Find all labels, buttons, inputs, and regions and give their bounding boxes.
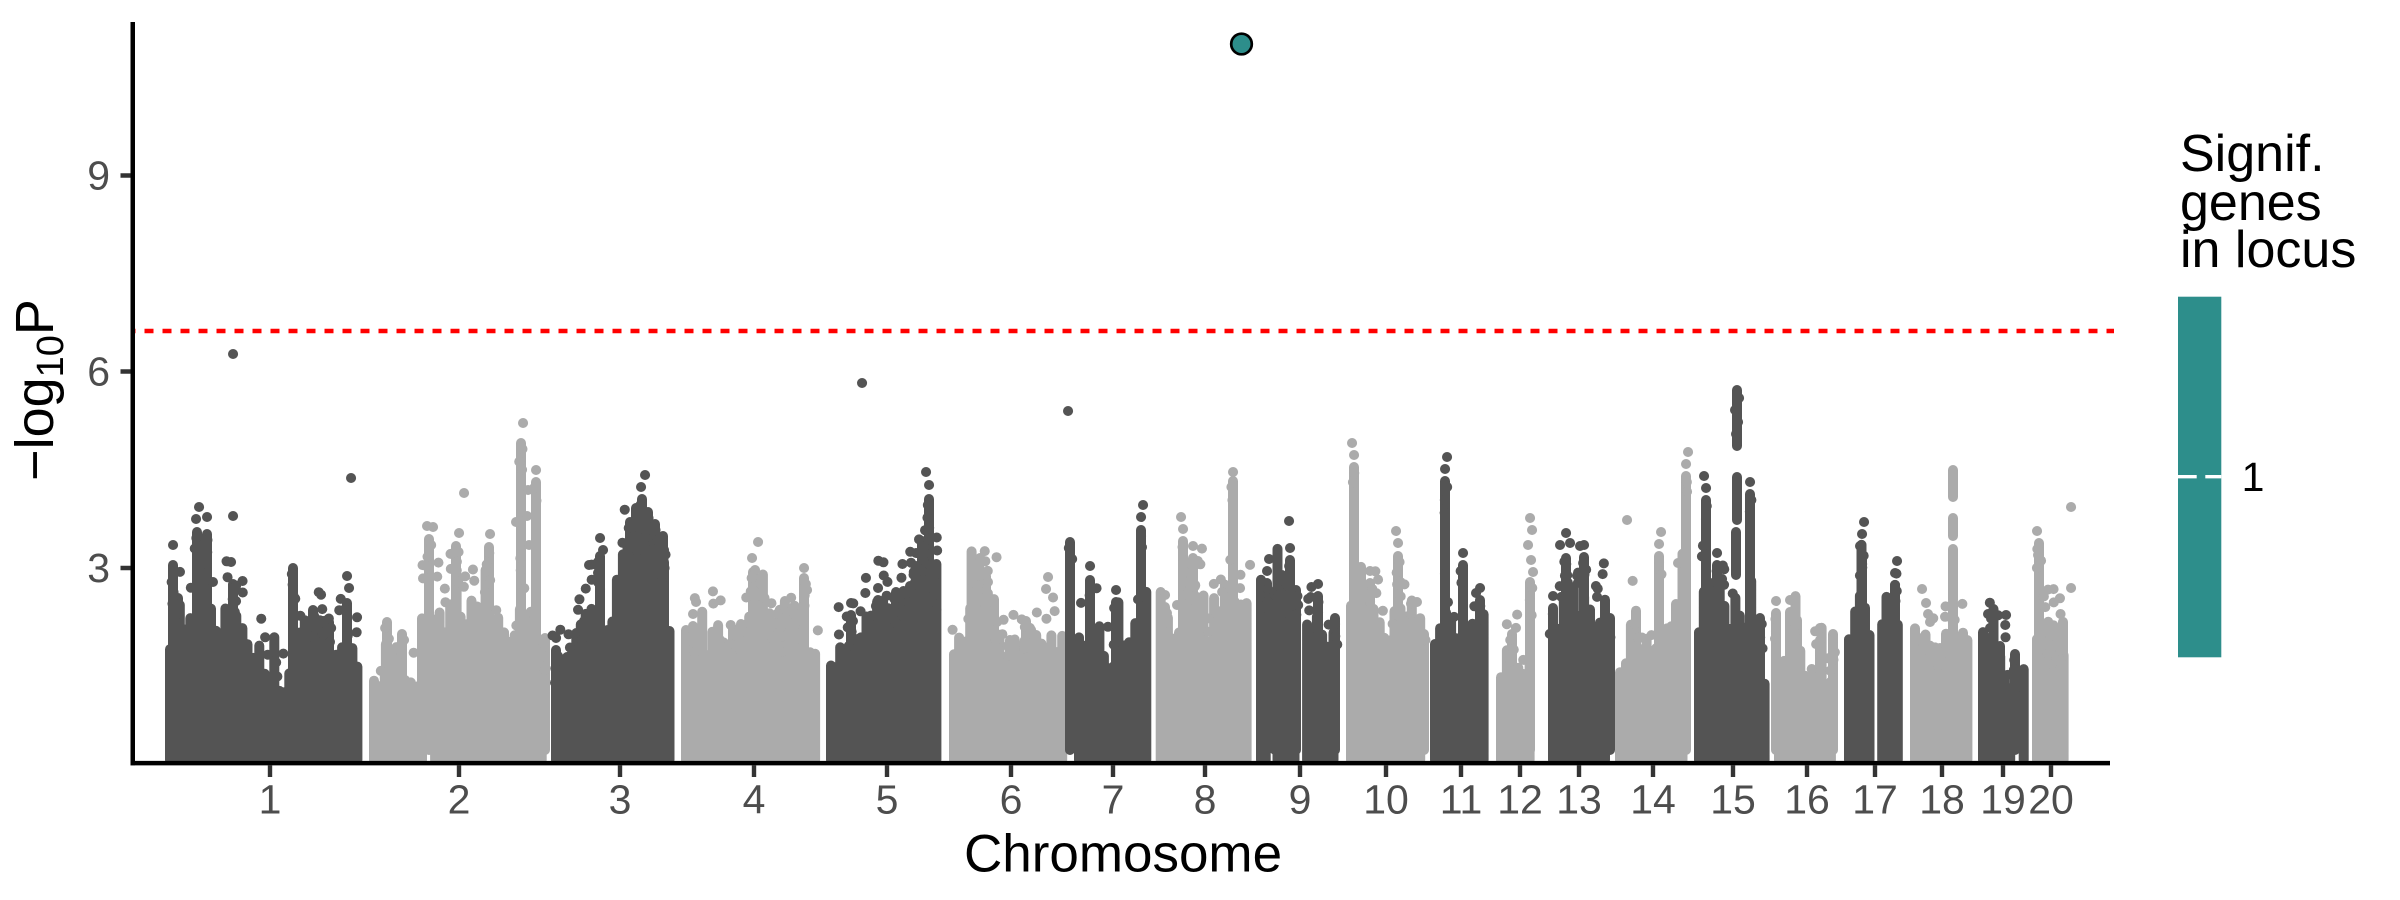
svg-text:10: 10 (1363, 777, 1409, 823)
svg-text:2: 2 (448, 777, 471, 823)
svg-text:1: 1 (259, 777, 282, 823)
svg-text:3: 3 (609, 777, 632, 823)
svg-text:5: 5 (876, 777, 899, 823)
svg-text:19: 19 (1980, 777, 2026, 823)
svg-text:20: 20 (2028, 777, 2074, 823)
svg-text:4: 4 (743, 777, 766, 823)
svg-text:Chromosome: Chromosome (964, 825, 1282, 884)
svg-text:9: 9 (1289, 777, 1312, 823)
svg-text:1: 1 (2242, 454, 2265, 500)
svg-text:genes: genes (2180, 174, 2322, 232)
svg-text:16: 16 (1784, 777, 1830, 823)
svg-text:18: 18 (1919, 777, 1965, 823)
svg-text:3: 3 (87, 545, 110, 591)
svg-text:12: 12 (1497, 777, 1543, 823)
svg-text:11: 11 (1440, 777, 1483, 823)
svg-text:9: 9 (87, 153, 110, 199)
svg-text:14: 14 (1630, 777, 1676, 823)
svg-text:in locus: in locus (2180, 221, 2356, 279)
svg-text:15: 15 (1710, 777, 1756, 823)
svg-text:6: 6 (1000, 777, 1023, 823)
svg-text:8: 8 (1194, 777, 1217, 823)
svg-text:Signif.: Signif. (2180, 125, 2325, 183)
svg-text:−log10P: −log10P (5, 299, 72, 481)
svg-text:13: 13 (1556, 777, 1602, 823)
svg-text:6: 6 (87, 349, 110, 395)
svg-text:7: 7 (1102, 777, 1125, 823)
svg-text:17: 17 (1852, 777, 1898, 823)
